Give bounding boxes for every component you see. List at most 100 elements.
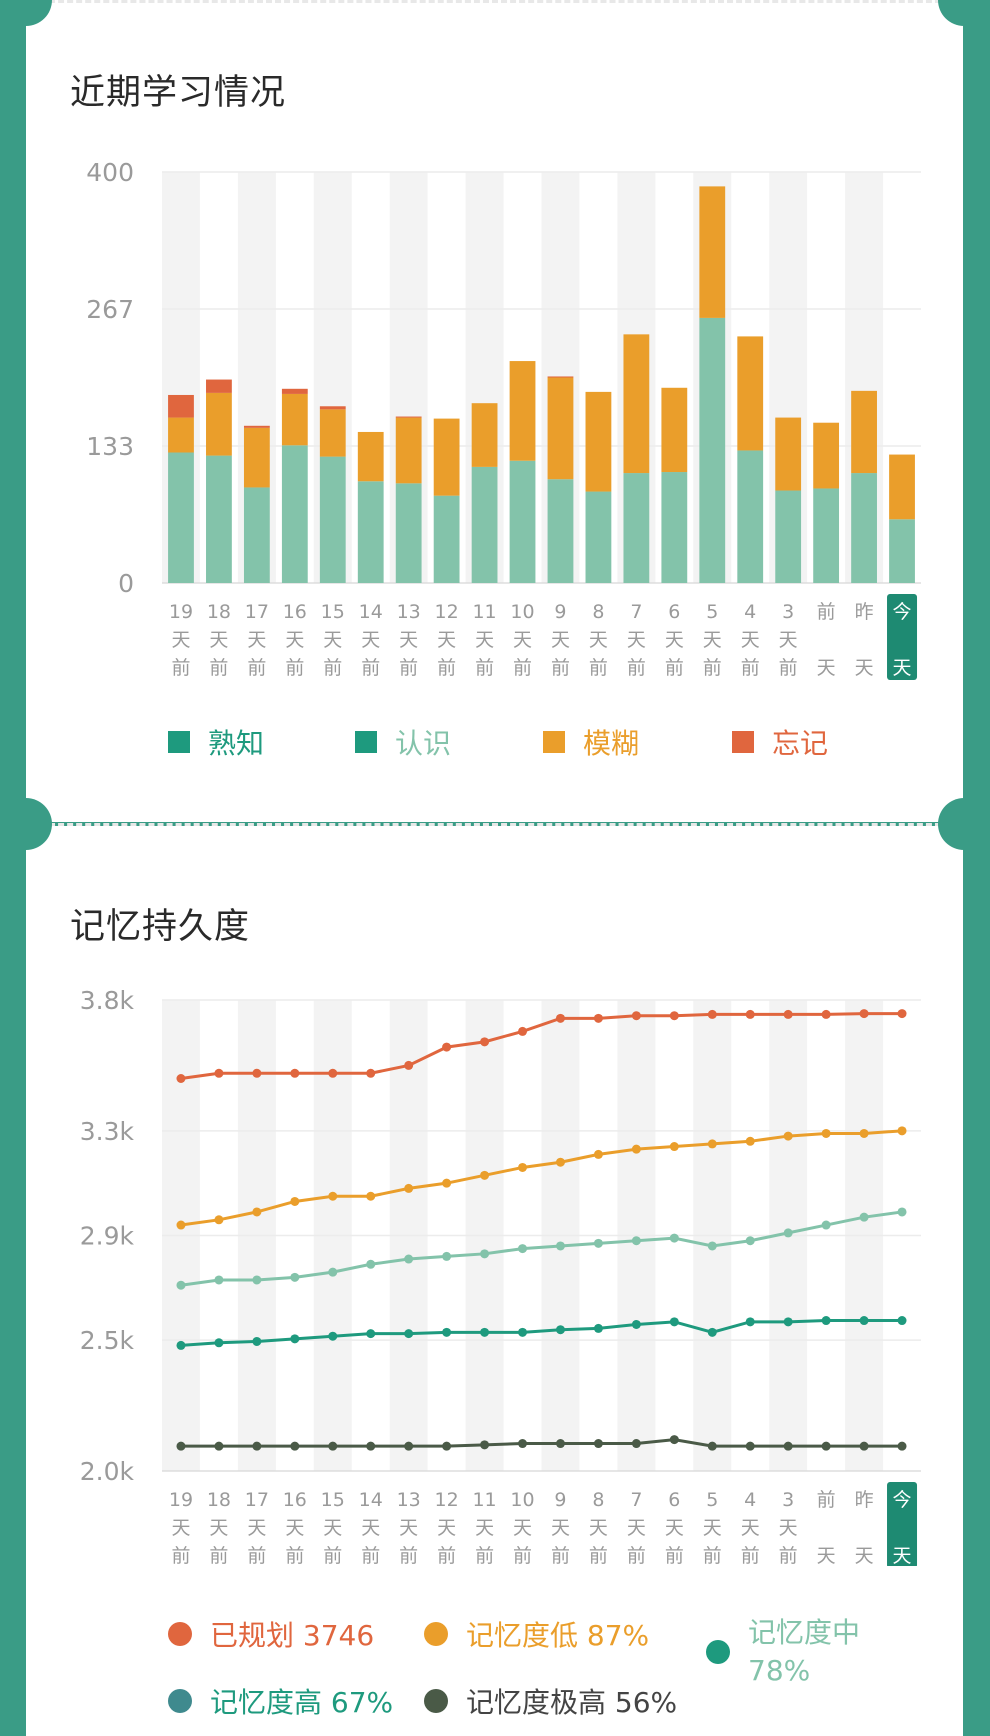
legend-item[interactable]: 忘记 <box>732 722 828 762</box>
line-point <box>328 1191 338 1201</box>
bar-segment-认识 <box>471 466 498 583</box>
line-xtick-label: 天 <box>247 1517 266 1539</box>
bar-segment-模糊 <box>623 334 650 474</box>
line-point <box>366 1259 376 1269</box>
line-xtick-label: 12 <box>435 1489 459 1511</box>
line-point <box>821 1441 831 1451</box>
bar-xtick-label: 9 <box>554 601 566 623</box>
line-point <box>328 1441 338 1451</box>
line-point <box>328 1267 338 1277</box>
line-xtick-label: 天 <box>893 1545 912 1566</box>
line-point <box>555 1157 565 1167</box>
bar-xtick-label: 前 <box>171 657 190 679</box>
bar-segment-忘记 <box>243 425 270 428</box>
bar-segment-模糊 <box>206 392 232 456</box>
line-xtick-label: 前 <box>551 1545 570 1566</box>
line-point <box>897 1207 907 1217</box>
bar-xtick-label: 天 <box>513 629 532 651</box>
bar-xtick-label: 前 <box>323 657 342 679</box>
bar-xtick-label: 天 <box>855 657 874 679</box>
line-point <box>366 1329 376 1339</box>
line-xtick-label: 天 <box>703 1517 722 1539</box>
bar-segment-模糊 <box>737 336 764 451</box>
bar-xtick-label: 10 <box>510 601 534 623</box>
bar-segment-模糊 <box>813 422 840 489</box>
bar-xtick-label: 3 <box>782 601 794 623</box>
bar-segment-认识 <box>509 460 536 583</box>
line-point <box>897 1316 907 1326</box>
study-bar-chart: 400267133019天前18天前17天前16天前15天前14天前13天前12… <box>86 158 921 680</box>
line-point <box>555 1241 565 1251</box>
line-ytick-label: 3.8k <box>80 986 135 1015</box>
line-point <box>593 1439 603 1449</box>
legend-item[interactable]: 记忆度高 67% <box>168 1681 393 1721</box>
line-xtick-label: 5 <box>706 1489 718 1511</box>
bar-xtick-label: 天 <box>551 629 570 651</box>
line-point <box>442 1042 452 1052</box>
bar-segment-模糊 <box>585 391 612 492</box>
legend-item[interactable]: 记忆度极高 56% <box>424 1681 677 1721</box>
legend-item[interactable]: 认识 <box>355 722 451 762</box>
legend-label: 记忆度极高 56% <box>466 1686 678 1719</box>
line-xtick-label: 3 <box>782 1489 794 1511</box>
legend-item[interactable]: 记忆度低 87% <box>424 1614 649 1654</box>
line-xtick-label: 天 <box>665 1517 684 1539</box>
line-point <box>707 1009 717 1019</box>
bar-xtick-label: 天 <box>437 629 456 651</box>
line-xtick-label: 昨 <box>855 1489 874 1511</box>
line-xtick-label: 前 <box>703 1545 722 1566</box>
line-point <box>290 1334 300 1344</box>
line-xtick-label: 今 <box>893 1489 912 1511</box>
line-xtick-label: 天 <box>513 1517 532 1539</box>
line-point <box>252 1275 262 1285</box>
bar-segment-忘记 <box>547 376 574 378</box>
line-point <box>707 1241 717 1251</box>
line-point <box>783 1131 793 1141</box>
line-point <box>176 1340 186 1350</box>
line-point <box>783 1317 793 1327</box>
legend-item[interactable]: 记忆度中 78% <box>706 1614 860 1690</box>
legend-item[interactable]: 熟知 <box>168 722 264 762</box>
legend-label: 认识 <box>395 727 452 760</box>
line-point <box>593 1238 603 1248</box>
line-xtick-label: 天 <box>627 1517 646 1539</box>
legend-item[interactable]: 已规划 3746 <box>168 1614 374 1654</box>
line-xtick-label: 天 <box>741 1517 760 1539</box>
bar-segment-模糊 <box>395 417 422 484</box>
bar-xtick-label: 前 <box>209 657 228 679</box>
bar-segment-认识 <box>281 445 308 583</box>
bar-segment-认识 <box>206 455 232 583</box>
line-xtick-label: 前 <box>475 1545 494 1566</box>
bar-xtick-label: 4 <box>744 601 756 623</box>
line-xtick-label: 9 <box>554 1489 566 1511</box>
bar-ytick-label: 400 <box>86 158 134 187</box>
line-xtick-label: 天 <box>475 1517 494 1539</box>
line-point <box>252 1441 262 1451</box>
line-xtick-label: 前 <box>361 1545 380 1566</box>
top-dash-divider <box>40 0 950 3</box>
bar-xtick-label: 天 <box>247 629 266 651</box>
line-point <box>631 1144 641 1154</box>
bar-xtick-label: 天 <box>361 629 380 651</box>
bar-xtick-label: 前 <box>437 657 456 679</box>
legend-label: 模糊 <box>583 727 640 760</box>
bar-xtick-label: 19 <box>169 601 193 623</box>
line-point <box>745 1009 755 1019</box>
bar-segment-认识 <box>813 488 840 583</box>
bar-xtick-label: 天 <box>665 629 684 651</box>
legend-swatch <box>543 731 565 753</box>
line-point <box>442 1251 452 1261</box>
line-point <box>214 1338 224 1348</box>
bar-segment-模糊 <box>433 418 460 496</box>
line-xtick-label: 14 <box>359 1489 383 1511</box>
line-point <box>859 1009 869 1019</box>
line-xtick-label: 前 <box>171 1545 190 1566</box>
line-point <box>631 1236 641 1246</box>
bar-xtick-label: 12 <box>435 601 459 623</box>
legend-item[interactable]: 模糊 <box>543 722 639 762</box>
line-point <box>897 1126 907 1136</box>
line-point <box>631 1439 641 1449</box>
line-xtick-label: 前 <box>513 1545 532 1566</box>
line-series-3 <box>180 1319 903 1347</box>
line-point <box>518 1026 528 1036</box>
